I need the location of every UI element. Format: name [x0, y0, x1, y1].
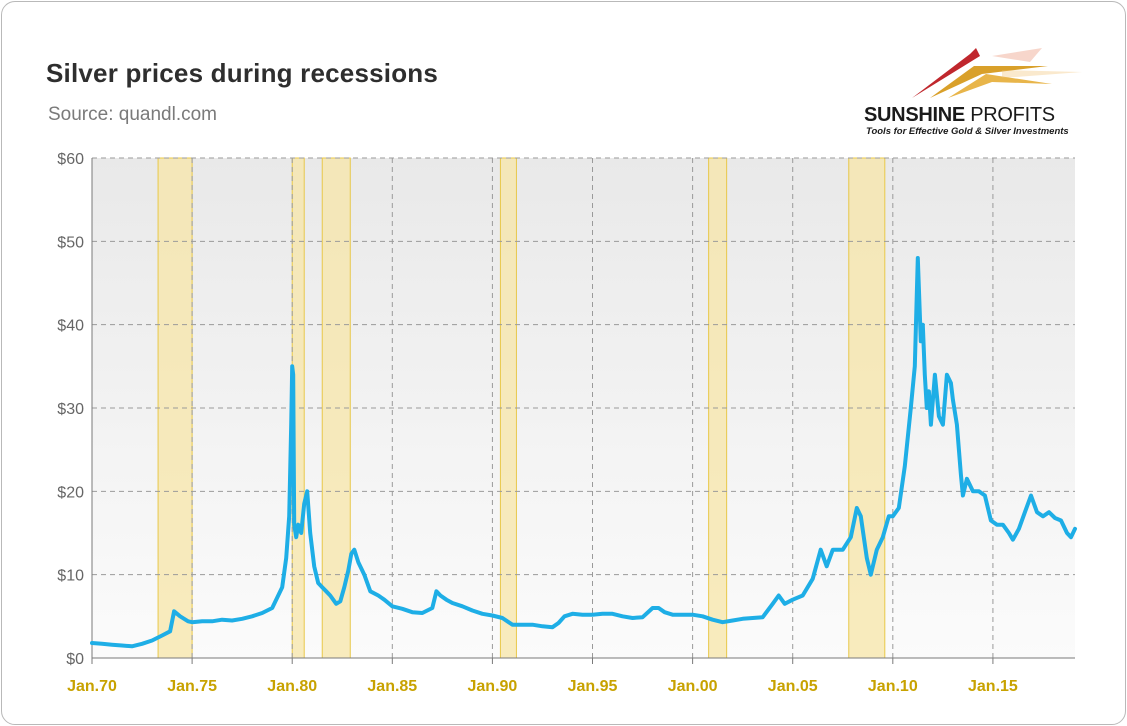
x-tick-label: Jan.85	[367, 678, 417, 695]
x-tick-label: Jan.15	[968, 678, 1018, 695]
y-tick-label: $10	[57, 568, 84, 585]
logo-name-bold: SUNSHINE	[864, 104, 965, 126]
x-tick-label: Jan.05	[768, 678, 818, 695]
x-tick-label: Jan.10	[868, 678, 918, 695]
x-tick-label: Jan.00	[668, 678, 718, 695]
x-tick-label: Jan.90	[468, 678, 518, 695]
x-tick-label: Jan.75	[167, 678, 217, 695]
x-tick-label: Jan.95	[568, 678, 618, 695]
logo-rays-icon	[912, 48, 1082, 98]
y-tick-label: $50	[57, 234, 84, 251]
y-tick-label: $60	[57, 151, 84, 168]
chart-subtitle: Source: quandl.com	[48, 104, 217, 125]
y-tick-label: $20	[57, 484, 84, 501]
logo-name: SUNSHINE PROFITS	[864, 104, 1055, 127]
chart-title: Silver prices during recessions	[46, 58, 439, 88]
x-tick-label: Jan.80	[267, 678, 317, 695]
y-tick-label: $40	[57, 318, 84, 335]
y-tick-label: $30	[57, 401, 84, 418]
y-tick-label: $0	[66, 651, 84, 668]
silver-price-line	[90, 256, 1077, 649]
logo-name-light: PROFITS	[964, 104, 1055, 126]
logo-tagline: Tools for Effective Gold & Silver Invest…	[866, 126, 1069, 137]
sunshine-profits-logo: SUNSHINE PROFITS Tools for Effective Gol…	[852, 26, 1114, 144]
x-tick-label: Jan.70	[67, 678, 117, 695]
